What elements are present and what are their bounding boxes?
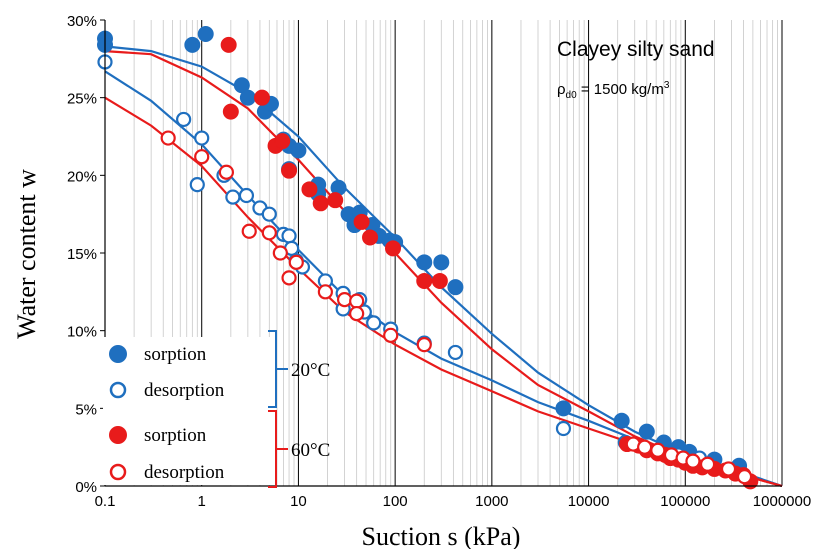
- point-desorption-60c: [637, 439, 653, 455]
- point-desorption-60c: [160, 130, 176, 146]
- legend-marker-filled-red: [109, 426, 127, 444]
- x-tick-label: 100000: [660, 493, 710, 510]
- y-tick-label: 20%: [67, 168, 97, 185]
- point-sorption-20c: [239, 89, 256, 106]
- point-desorption-60c: [281, 270, 297, 286]
- x-tick-label: 1000000: [753, 493, 811, 510]
- point-desorption-60c: [261, 225, 277, 241]
- point-desorption-20c: [238, 187, 255, 204]
- point-sorption-60c: [281, 162, 298, 179]
- point-sorption-60c: [253, 89, 270, 106]
- point-desorption-20c: [194, 130, 210, 146]
- x-axis-title: Suction s (kPa): [362, 522, 521, 549]
- point-desorption-60c: [272, 245, 288, 261]
- y-axis-title: Water content w: [12, 169, 41, 339]
- annotation-density: ρd0 = 1500 kg/m3: [557, 80, 670, 101]
- x-tick-label: 10000: [568, 493, 610, 510]
- legend-marker-hollow-blue: [109, 381, 127, 399]
- point-desorption-60c: [383, 327, 399, 343]
- y-tick-label: 0%: [75, 479, 97, 496]
- legend-entry-desorption-60c: desorption: [109, 462, 225, 483]
- legend-label-sorption-60c: sorption: [144, 425, 207, 446]
- legend-bracket-60c: [268, 410, 288, 488]
- point-desorption-60c: [720, 461, 737, 477]
- legend-marker-filled-blue: [109, 345, 127, 363]
- x-tick-label: 10: [290, 493, 307, 510]
- point-sorption-60c: [220, 36, 237, 53]
- point-sorption-60c: [353, 213, 370, 230]
- legend-entry-sorption-60c: sorption: [109, 425, 207, 446]
- point-desorption-20c: [225, 189, 241, 205]
- point-desorption-20c: [189, 177, 205, 193]
- point-desorption-60c: [699, 456, 716, 472]
- point-sorption-60c: [362, 229, 379, 246]
- point-desorption-60c: [650, 442, 666, 458]
- annotation: Clayey silty sand ρd0 = 1500 kg/m3: [557, 38, 715, 101]
- legend-group-label-60c: 60°C: [291, 440, 330, 461]
- legend-bracket-20c: [268, 330, 288, 408]
- x-tick-label: 1000: [475, 493, 508, 510]
- x-tick-label: 1: [198, 493, 206, 510]
- point-sorption-20c: [433, 254, 450, 271]
- point-desorption-20c: [261, 206, 277, 222]
- point-desorption-60c: [241, 223, 257, 239]
- point-desorption-60c: [336, 292, 353, 308]
- x-tick-labels: 0.1 1 10 100 1000 10000 100000 1000000: [95, 493, 812, 510]
- legend-background: [103, 337, 275, 485]
- point-sorption-60c: [416, 272, 433, 289]
- point-desorption-20c: [447, 344, 464, 361]
- point-desorption-60c: [349, 305, 365, 322]
- point-desorption-20c: [555, 420, 572, 437]
- legend: sorption desorption sorption desorption …: [103, 330, 330, 488]
- legend-label-desorption-60c: desorption: [144, 462, 225, 483]
- legend-marker-hollow-red: [109, 463, 127, 481]
- point-sorption-60c: [384, 240, 401, 257]
- point-sorption-60c: [274, 133, 291, 150]
- x-tick-label: 100: [383, 493, 408, 510]
- point-sorption-20c: [290, 142, 307, 159]
- point-sorption-20c: [613, 412, 630, 429]
- legend-entry-sorption-20c: sorption: [109, 344, 207, 365]
- point-desorption-20c: [281, 228, 297, 244]
- y-tick-label: 10%: [67, 324, 97, 341]
- point-sorption-20c: [416, 254, 433, 271]
- point-sorption-60c: [301, 181, 318, 198]
- point-sorption-20c: [638, 423, 655, 440]
- legend-label-sorption-20c: sorption: [144, 344, 207, 365]
- point-sorption-20c: [197, 25, 214, 42]
- point-desorption-60c: [685, 453, 701, 469]
- y-tick-label: 30%: [67, 13, 97, 30]
- y-tick-label: 25%: [67, 91, 97, 108]
- point-sorption-60c: [222, 103, 239, 120]
- point-desorption-60c: [218, 164, 235, 180]
- point-sorption-60c: [327, 192, 344, 209]
- y-tick-label: 15%: [67, 246, 97, 263]
- point-sorption-60c: [431, 272, 448, 289]
- legend-label-desorption-20c: desorption: [144, 380, 225, 401]
- point-desorption-20c: [176, 111, 192, 128]
- point-desorption-60c: [288, 254, 304, 270]
- legend-group-label-20c: 20°C: [291, 360, 330, 381]
- point-sorption-20c: [447, 279, 464, 296]
- point-desorption-20c: [366, 315, 382, 331]
- point-desorption-60c: [416, 337, 432, 353]
- point-desorption-60c: [736, 469, 753, 485]
- data-points: [97, 25, 759, 490]
- annotation-title: Clayey silty sand: [557, 38, 715, 61]
- point-sorption-60c: [312, 195, 329, 212]
- point-sorption-20c: [555, 400, 572, 417]
- point-desorption-60c: [349, 293, 365, 309]
- point-sorption-20c: [184, 36, 201, 53]
- y-tick-label: 5%: [75, 401, 97, 418]
- x-tick-label: 0.1: [95, 493, 116, 510]
- point-desorption-60c: [194, 149, 210, 165]
- point-desorption-60c: [317, 284, 333, 300]
- legend-entry-desorption-20c: desorption: [109, 380, 225, 401]
- y-tick-labels: 0% 5% 10% 15% 20% 25% 30%: [67, 13, 97, 496]
